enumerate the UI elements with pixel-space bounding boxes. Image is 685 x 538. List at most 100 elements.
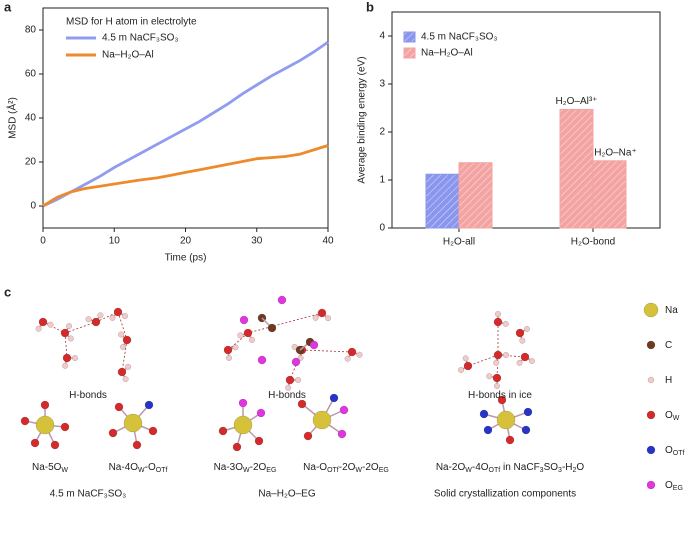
- text-part: W: [138, 467, 145, 474]
- text-part: OTf: [673, 450, 685, 457]
- legend-label: Na–H₂O–Al: [102, 50, 154, 61]
- atom: [643, 302, 659, 318]
- atom: [237, 332, 244, 339]
- atom: [97, 312, 104, 319]
- h-bond: [117, 311, 128, 341]
- atom: [256, 408, 266, 418]
- y-tick-label: 80: [25, 25, 37, 36]
- atom: [62, 353, 72, 363]
- text-part: H-bonds in ice: [468, 390, 532, 401]
- atom: [223, 345, 233, 355]
- h-bond: [64, 321, 97, 334]
- group-label: Solid crystallization components: [434, 489, 576, 500]
- text-part: EG: [673, 485, 683, 492]
- atom: [291, 343, 298, 350]
- atom: [113, 307, 123, 317]
- caption: Na-5OW: [32, 462, 68, 475]
- h-bond: [121, 339, 128, 373]
- atom: [35, 415, 55, 435]
- x-tick-label: 0: [40, 236, 46, 247]
- text-part: -2O: [362, 462, 379, 473]
- x-tick-label: H₂O-all: [443, 237, 475, 248]
- atom: [108, 428, 118, 438]
- atom: [646, 480, 656, 490]
- text-part: 2: [573, 467, 577, 474]
- text-part: Na: [665, 305, 678, 316]
- legend-title: MSD for H atom in electrolyte: [66, 17, 197, 28]
- atom: [257, 355, 267, 365]
- atom: [646, 445, 656, 455]
- atom: [647, 376, 655, 384]
- text-part: O: [665, 480, 673, 491]
- bar-annotation: H₂O–Na⁺: [594, 147, 637, 158]
- atom: [30, 438, 40, 448]
- text-part: Na-4O: [109, 462, 139, 473]
- line: [42, 144, 329, 208]
- h-bond: [95, 311, 119, 323]
- atom: [65, 323, 73, 330]
- text-part: W: [355, 467, 362, 474]
- h-bond: [467, 354, 499, 367]
- text-part: O: [665, 410, 673, 421]
- atom: [20, 416, 30, 426]
- atom: [521, 425, 531, 435]
- atom: [125, 363, 132, 370]
- atom: [119, 343, 127, 350]
- h-bond: [227, 332, 249, 351]
- atom: [71, 354, 79, 362]
- caption: H-bonds: [268, 390, 306, 401]
- line: [42, 40, 329, 208]
- text-part: EG: [379, 467, 389, 474]
- text-part: -4O: [472, 462, 489, 473]
- atom: [123, 413, 143, 433]
- plot-frame: [391, 11, 661, 229]
- atom: [493, 350, 503, 360]
- atom: [356, 351, 363, 358]
- atom: [122, 376, 129, 383]
- atom: [114, 402, 124, 412]
- legend-label: H: [665, 375, 672, 386]
- atom: [347, 347, 357, 357]
- atom: [243, 328, 253, 338]
- atom: [238, 398, 248, 408]
- panel-label: c: [4, 284, 11, 299]
- atom: [479, 409, 489, 419]
- caption: H-bonds in ice: [468, 390, 532, 401]
- group-label: 4.5 m NaCF₃SO₃: [50, 489, 127, 500]
- x-tick-label: 10: [109, 236, 121, 247]
- panel-label: b: [366, 0, 374, 14]
- plot-frame: [42, 7, 329, 229]
- atom: [267, 323, 277, 333]
- text-part: W: [243, 467, 250, 474]
- atom: [646, 340, 656, 350]
- atom: [463, 361, 473, 371]
- legend-label: Na–H₂O–Al: [421, 48, 473, 59]
- atom: [233, 415, 253, 435]
- atom: [144, 400, 154, 410]
- atom: [312, 410, 332, 430]
- text-part: W: [465, 467, 472, 474]
- text-part: Na-O: [303, 462, 327, 473]
- text-part: OTf: [489, 467, 501, 474]
- legend-swatch: [403, 31, 416, 43]
- x-tick-label: H₂O-bond: [571, 237, 615, 248]
- atom: [218, 426, 228, 436]
- x-axis-label: Time (ps): [165, 253, 207, 264]
- atom: [297, 399, 307, 409]
- atom: [232, 442, 242, 452]
- x-tick-label: 30: [251, 236, 263, 247]
- atom: [523, 407, 533, 417]
- atom: [35, 325, 42, 332]
- atom: [294, 376, 302, 384]
- atom: [38, 317, 48, 327]
- atom: [337, 429, 347, 439]
- atom: [47, 321, 54, 328]
- atom: [109, 314, 116, 321]
- bar-annotation: H₂O–Al³⁺: [556, 96, 598, 107]
- panel-label: a: [4, 0, 12, 14]
- y-tick-label: 0: [30, 201, 36, 212]
- atom: [312, 314, 319, 321]
- text-part: C: [665, 340, 672, 351]
- text-part: H: [665, 375, 672, 386]
- atom: [344, 355, 351, 362]
